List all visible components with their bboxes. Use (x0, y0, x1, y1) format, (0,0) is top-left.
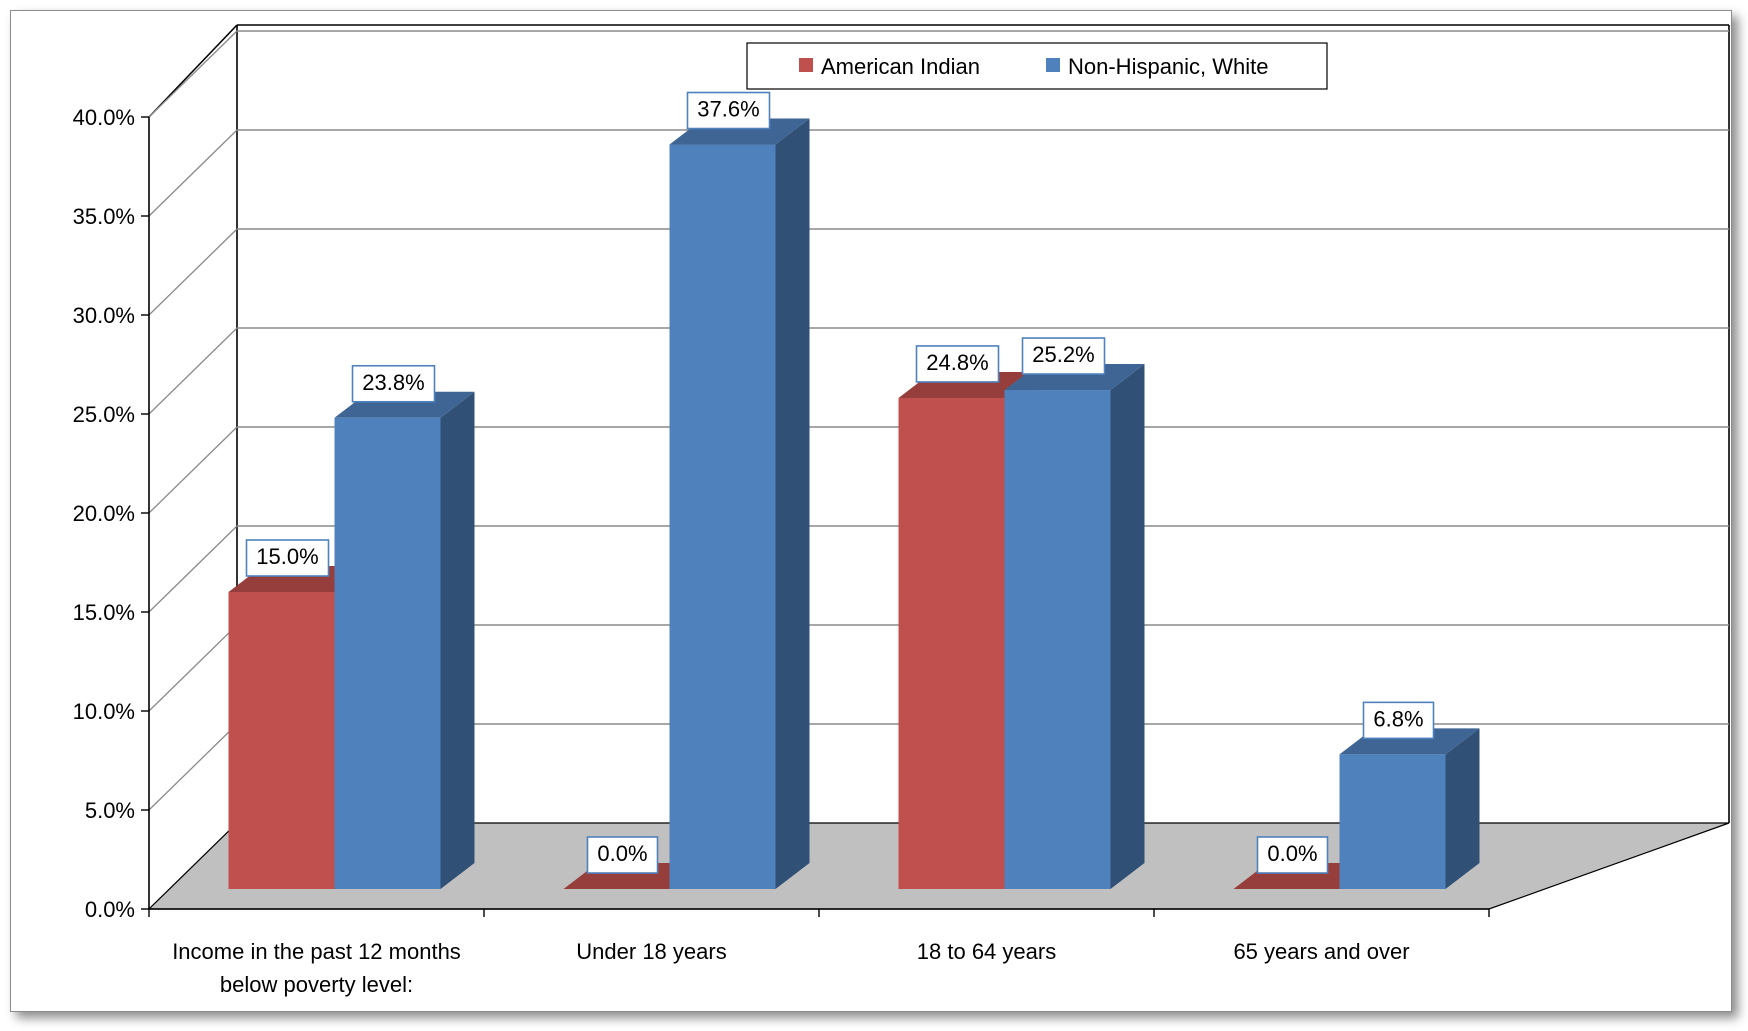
data-label-text: 15.0% (256, 544, 318, 569)
bar-front-face (228, 592, 335, 889)
bar-side-face (1445, 728, 1480, 889)
x-category-label: Income in the past 12 months (172, 939, 461, 964)
data-label-box (686, 91, 771, 130)
data-label-text: 0.0% (1267, 841, 1317, 866)
data-label-box (1021, 337, 1106, 375)
data-label-text: 0.0% (597, 841, 647, 866)
side-wall-gridline (148, 624, 238, 712)
x-category-label: 65 years and over (1233, 939, 1409, 964)
legend-label-american-indian: American Indian (821, 54, 980, 79)
side-wall-gridline (148, 30, 238, 118)
bar-side-face (1110, 364, 1145, 889)
legend: American Indian Non-Hispanic, White (746, 42, 1328, 90)
side-wall-gridline (148, 525, 238, 613)
side-wall-gridline (148, 327, 238, 415)
y-axis-ticks: 0.0% 5.0% 10.0% 15.0% 20.0% 25.0% 30.0% 35.0% 40… (73, 105, 149, 922)
bar-front-face (669, 144, 776, 889)
bar-front-face (898, 397, 1005, 889)
x-category-label: 18 to 64 years (917, 939, 1056, 964)
y-tick-label: 0.0% (85, 897, 135, 922)
y-tick-label: 20.0% (73, 501, 135, 526)
data-label-box (245, 539, 330, 577)
data-label: 0.0% (586, 836, 659, 874)
data-label: 0.0% (1256, 836, 1329, 874)
bar-side-face (440, 391, 475, 889)
data-label-box (1362, 701, 1435, 740)
x-category-label: below poverty level: (220, 972, 413, 997)
bar-chart: 0.0% 5.0% 10.0% 15.0% 20.0% 25.0% 30.0% 35.0% 40… (73, 24, 1730, 997)
side-wall-gridline (148, 426, 238, 514)
y-tick-label: 15.0% (73, 600, 135, 625)
side-wall-gridline (148, 228, 238, 316)
data-label-box (1256, 836, 1329, 874)
bar (334, 391, 475, 889)
legend-box (746, 42, 1328, 90)
data-label: 15.0% (245, 539, 330, 577)
legend-swatch-american-indian (799, 58, 813, 72)
data-label-box (915, 345, 1000, 383)
data-label-text: 6.8% (1373, 706, 1423, 731)
data-labels: 15.0% 0.0% 24.8% 0.0% 23.8% 37.6% 25.2% 6.8% (245, 91, 1435, 874)
data-label-text: 37.6% (697, 97, 759, 122)
data-label-text: 24.8% (926, 350, 988, 375)
data-label: 24.8% (915, 345, 1000, 383)
data-label: 37.6% (686, 91, 771, 130)
bar-side-face (775, 118, 810, 889)
legend-swatch-non-hispanic-white (1046, 58, 1060, 72)
data-label: 23.8% (351, 364, 436, 403)
chart-frame: 0.0% 5.0% 10.0% 15.0% 20.0% 25.0% 30.0% 35.0% 40… (10, 10, 1732, 1012)
bar-front-face (334, 417, 441, 889)
y-tick-label: 30.0% (73, 303, 135, 328)
data-label-text: 25.2% (1032, 342, 1094, 367)
side-wall-gridline (148, 129, 238, 217)
bar-front-face (1004, 390, 1111, 889)
y-tick-label: 40.0% (73, 105, 135, 130)
data-label: 25.2% (1021, 337, 1106, 375)
x-category-label: Under 18 years (576, 939, 726, 964)
y-tick-label: 5.0% (85, 798, 135, 823)
bars (228, 118, 1480, 890)
data-label-box (351, 364, 436, 403)
y-tick-label: 35.0% (73, 204, 135, 229)
bar (1004, 364, 1145, 889)
legend-label-non-hispanic-white: Non-Hispanic, White (1068, 54, 1269, 79)
y-tick-label: 10.0% (73, 699, 135, 724)
side-wall-gridline (148, 723, 238, 811)
bar (1339, 728, 1480, 889)
y-tick-label: 25.0% (73, 402, 135, 427)
data-label-text: 23.8% (362, 370, 424, 395)
bar (669, 118, 810, 889)
side-wall-top-edge (148, 24, 238, 118)
data-label-box (586, 836, 659, 874)
bar-front-face (1339, 754, 1446, 889)
x-axis-labels: Income in the past 12 months below povert… (172, 939, 1409, 997)
data-label: 6.8% (1362, 701, 1435, 740)
